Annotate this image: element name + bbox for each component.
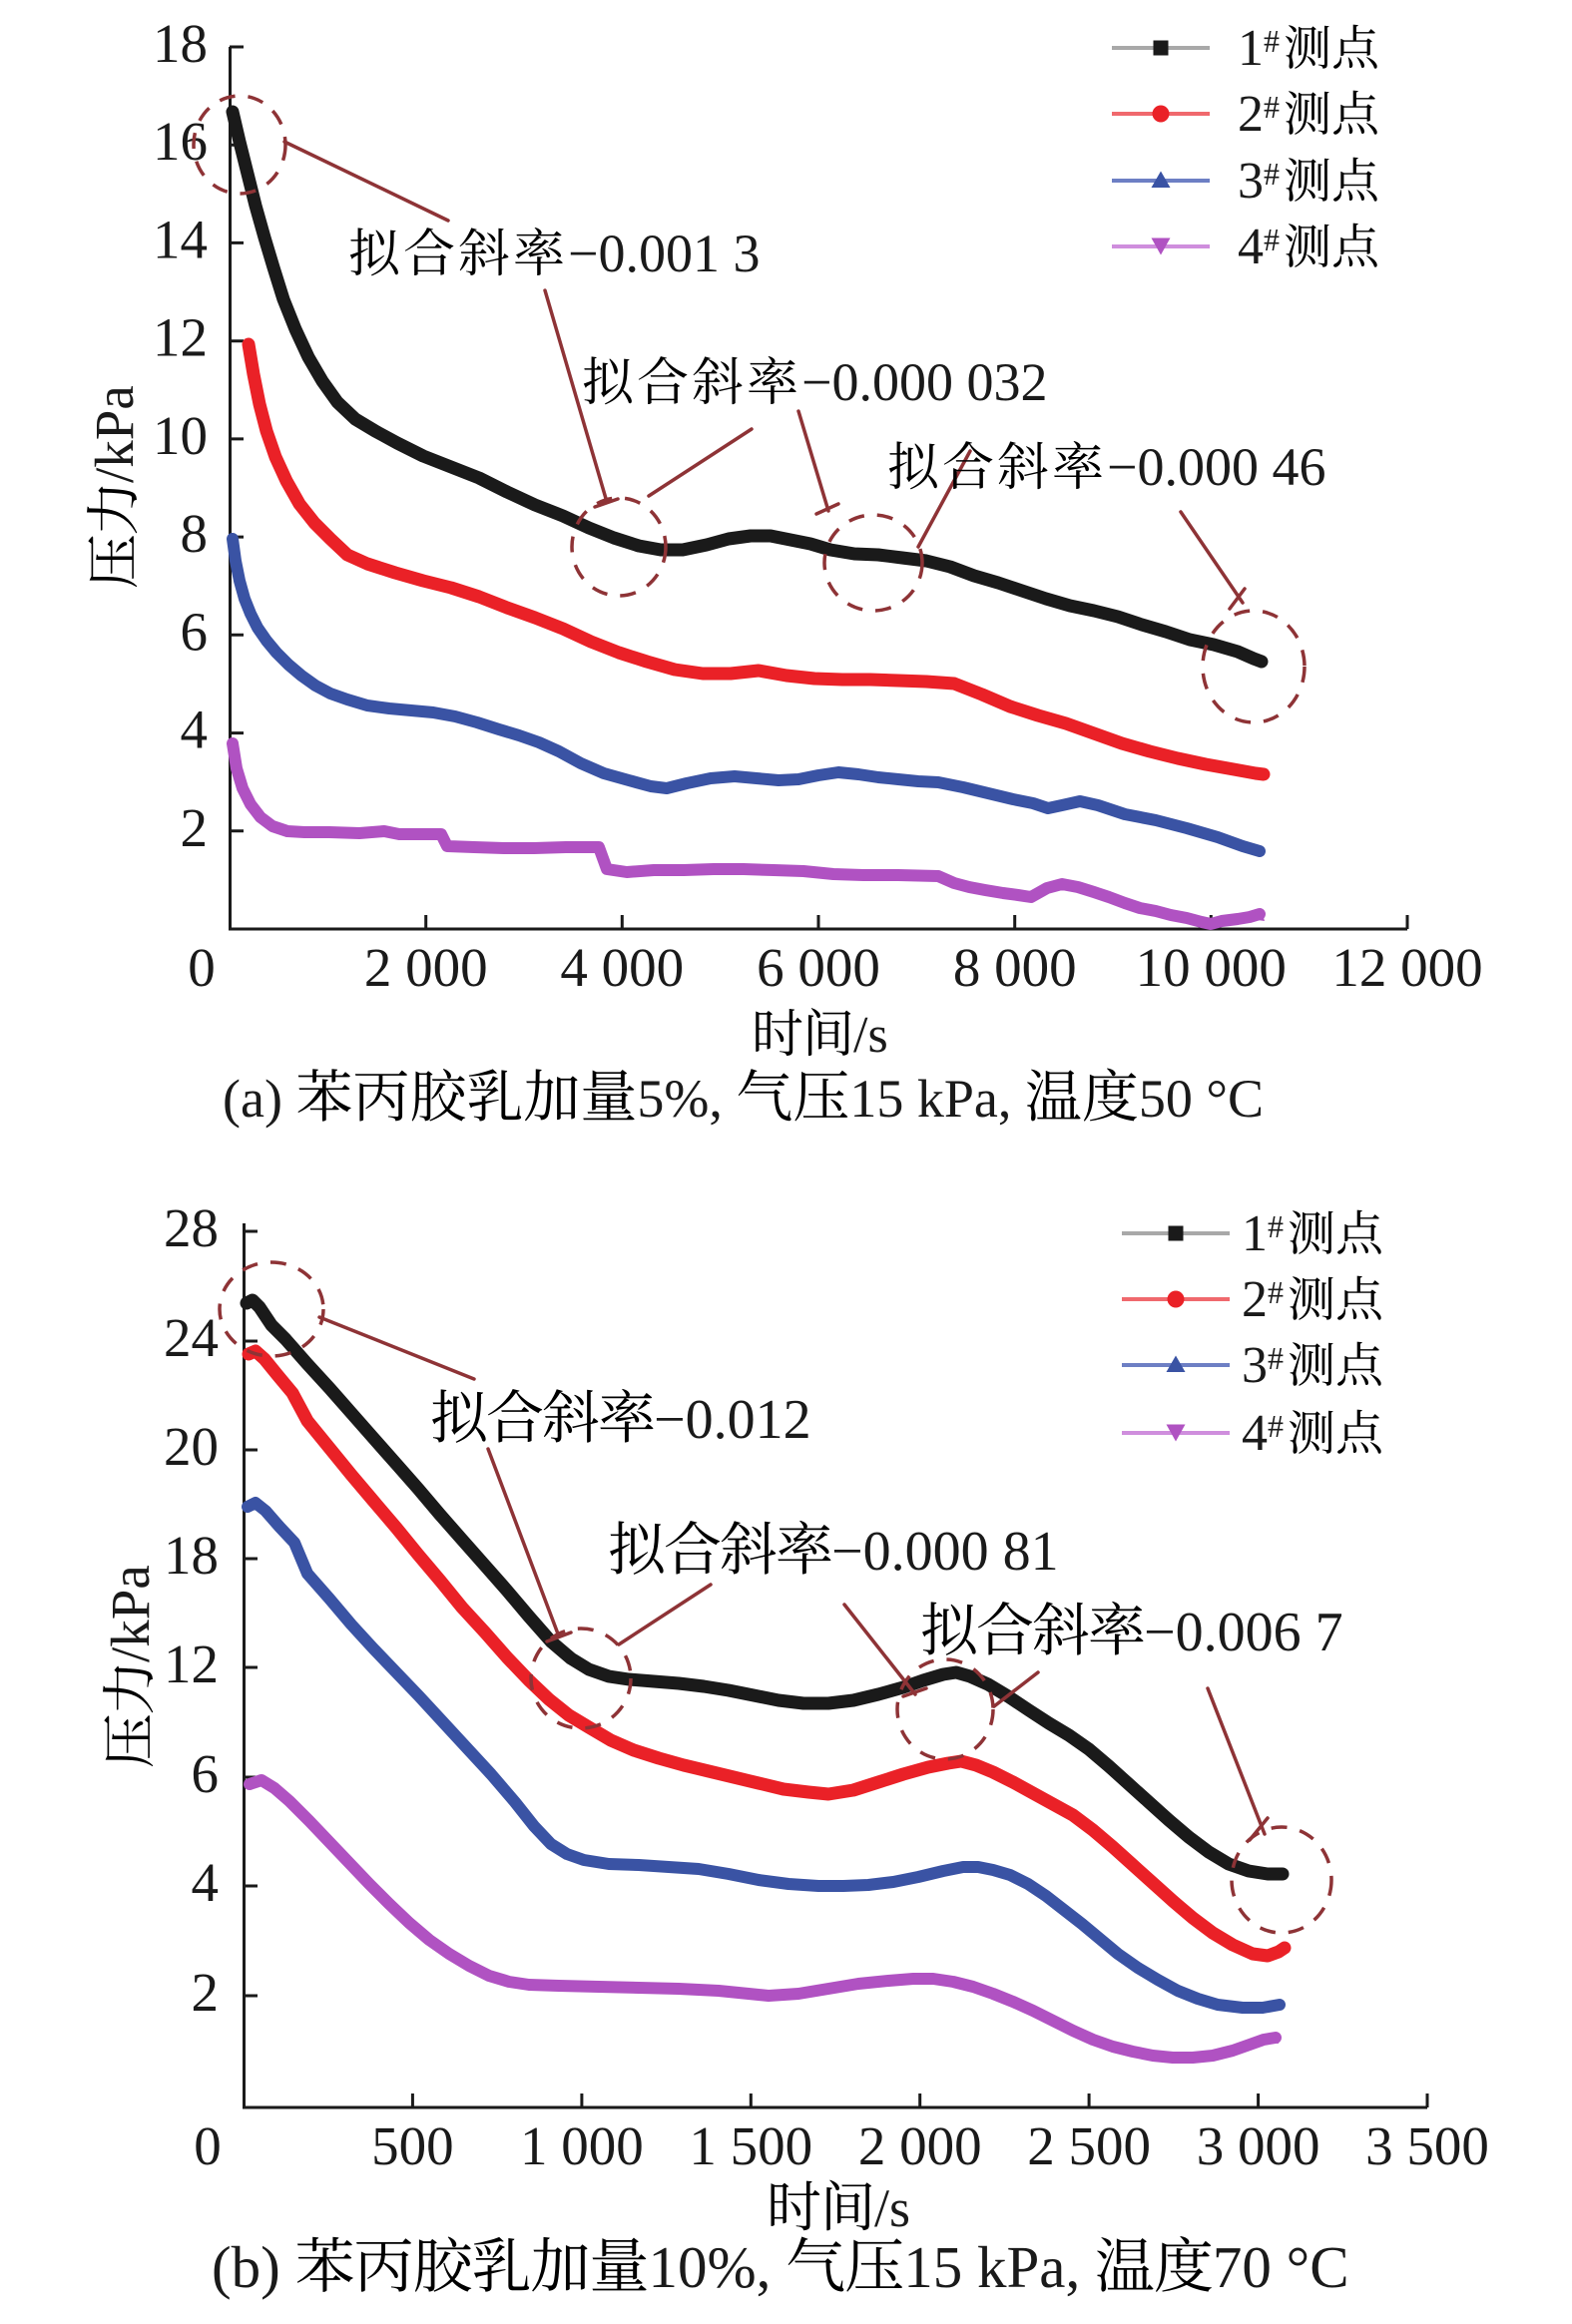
svg-text:#: # xyxy=(1268,1408,1284,1444)
svg-text:1: 1 xyxy=(1238,20,1264,77)
svg-text:24: 24 xyxy=(164,1307,219,1368)
svg-text:/kPa: /kPa xyxy=(84,385,145,483)
svg-text:2: 2 xyxy=(1242,1271,1268,1328)
svg-text:−0.000 81: −0.000 81 xyxy=(831,1521,1059,1583)
svg-text:2: 2 xyxy=(192,1962,220,2023)
svg-text:12: 12 xyxy=(153,307,208,368)
svg-text:#: # xyxy=(1268,1274,1284,1310)
svg-text:18: 18 xyxy=(164,1525,219,1586)
svg-text:#: # xyxy=(1264,156,1280,192)
svg-text:4: 4 xyxy=(192,1852,220,1913)
svg-text:8 000: 8 000 xyxy=(953,937,1077,998)
svg-text:4: 4 xyxy=(181,699,209,760)
svg-text:6: 6 xyxy=(181,601,209,662)
svg-text:4: 4 xyxy=(1238,219,1264,275)
svg-text:70 °C: 70 °C xyxy=(1213,2234,1349,2300)
svg-text:6: 6 xyxy=(192,1743,220,1804)
svg-text:50 °C: 50 °C xyxy=(1139,1069,1264,1129)
svg-text:1 000: 1 000 xyxy=(520,2115,644,2176)
svg-text:3: 3 xyxy=(1238,153,1264,210)
svg-text:/s: /s xyxy=(874,2178,910,2238)
svg-text:20: 20 xyxy=(164,1416,219,1477)
svg-text:4 000: 4 000 xyxy=(560,937,684,998)
svg-text:16: 16 xyxy=(153,111,208,172)
svg-text:−0.001 3: −0.001 3 xyxy=(568,224,760,283)
svg-text:/s: /s xyxy=(853,1007,888,1064)
svg-text:5%,: 5%, xyxy=(637,1069,722,1129)
svg-text:#: # xyxy=(1264,23,1280,59)
svg-text:10 000: 10 000 xyxy=(1136,937,1287,998)
svg-text:1: 1 xyxy=(1242,1205,1268,1262)
svg-text:3 000: 3 000 xyxy=(1197,2115,1320,2176)
svg-text:2: 2 xyxy=(181,797,209,858)
svg-text:#: # xyxy=(1268,1340,1284,1376)
svg-text:−0.006 7: −0.006 7 xyxy=(1144,1602,1343,1663)
svg-text:2 500: 2 500 xyxy=(1027,2115,1151,2176)
svg-text:10: 10 xyxy=(153,405,208,466)
svg-text:12 000: 12 000 xyxy=(1331,937,1482,998)
svg-text:−0.000 032: −0.000 032 xyxy=(801,352,1047,412)
svg-text:8: 8 xyxy=(181,503,209,564)
svg-text:(b): (b) xyxy=(212,2234,280,2300)
svg-text:15 kPa,: 15 kPa, xyxy=(903,2234,1080,2300)
svg-text:3 500: 3 500 xyxy=(1365,2115,1489,2176)
svg-text:0: 0 xyxy=(188,937,216,998)
svg-text:2 000: 2 000 xyxy=(858,2115,982,2176)
svg-text:2 000: 2 000 xyxy=(364,937,488,998)
svg-text:6 000: 6 000 xyxy=(757,937,880,998)
svg-text:#: # xyxy=(1264,89,1280,125)
svg-text:(a): (a) xyxy=(223,1069,282,1129)
svg-text:15 kPa,: 15 kPa, xyxy=(849,1069,1011,1129)
svg-text:14: 14 xyxy=(153,209,208,269)
svg-text:1 500: 1 500 xyxy=(689,2115,812,2176)
svg-text:12: 12 xyxy=(164,1633,219,1694)
svg-text:10%,: 10%, xyxy=(649,2234,772,2300)
svg-text:#: # xyxy=(1268,1208,1284,1244)
svg-text:18: 18 xyxy=(153,13,208,74)
svg-text:#: # xyxy=(1264,222,1280,257)
svg-text:2: 2 xyxy=(1238,86,1264,143)
svg-text:28: 28 xyxy=(164,1197,219,1258)
svg-text:−0.012: −0.012 xyxy=(654,1389,811,1451)
svg-text:3: 3 xyxy=(1242,1337,1268,1394)
svg-text:/kPa: /kPa xyxy=(100,1565,161,1662)
svg-text:−0.000 46: −0.000 46 xyxy=(1107,437,1325,497)
svg-text:500: 500 xyxy=(371,2115,454,2176)
svg-text:4: 4 xyxy=(1242,1405,1268,1462)
svg-text:0: 0 xyxy=(194,2115,222,2176)
